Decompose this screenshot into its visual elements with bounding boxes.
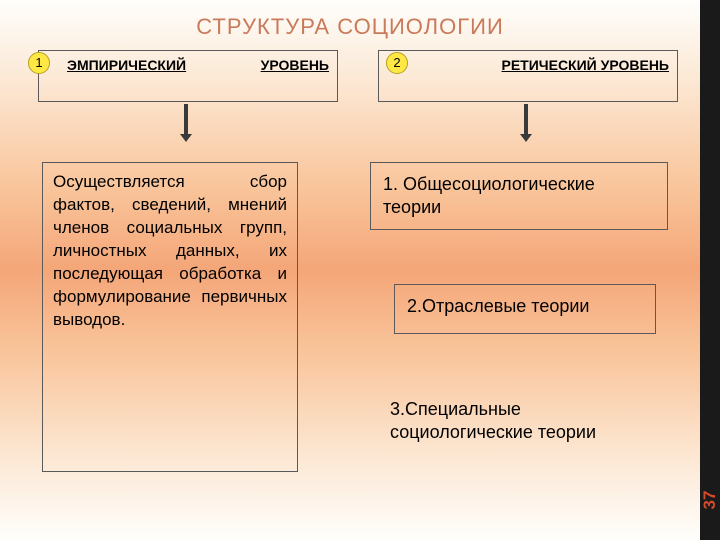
slide-title: СТРУКТУРА СОЦИОЛОГИИ — [0, 14, 700, 40]
arrow-down-icon — [524, 104, 528, 134]
arrow-down-icon — [184, 104, 188, 134]
page-number: 37 — [700, 490, 720, 510]
header-text-empirical: ЭМПИРИЧЕСКИЙ УРОВЕНЬ — [39, 51, 337, 101]
description-box: Осуществляется сбор фактов, сведений, мн… — [42, 162, 298, 472]
theory-item-2: 2.Отраслевые теории — [394, 284, 656, 334]
header-word: РЕТИЧЕСКИЙ УРОВЕНЬ — [501, 57, 669, 101]
header-box-empirical: ЭМПИРИЧЕСКИЙ УРОВЕНЬ — [38, 50, 338, 102]
header-word: УРОВЕНЬ — [261, 57, 329, 101]
header-box-theoretical: РЕТИЧЕСКИЙ УРОВЕНЬ — [378, 50, 678, 102]
slide: СТРУКТУРА СОЦИОЛОГИИ ЭМПИРИЧЕСКИЙ УРОВЕН… — [0, 0, 720, 540]
theory-item-1: 1. Общесоциологические теории — [370, 162, 668, 230]
header-number-1: 1 — [28, 52, 50, 74]
header-number-2: 2 — [386, 52, 408, 74]
accent-bar — [700, 0, 720, 540]
header-word: ЭМПИРИЧЕСКИЙ — [67, 57, 186, 101]
header-text-theoretical: РЕТИЧЕСКИЙ УРОВЕНЬ — [379, 51, 677, 101]
theory-item-3: 3.Специальные социологические теории — [378, 388, 658, 458]
